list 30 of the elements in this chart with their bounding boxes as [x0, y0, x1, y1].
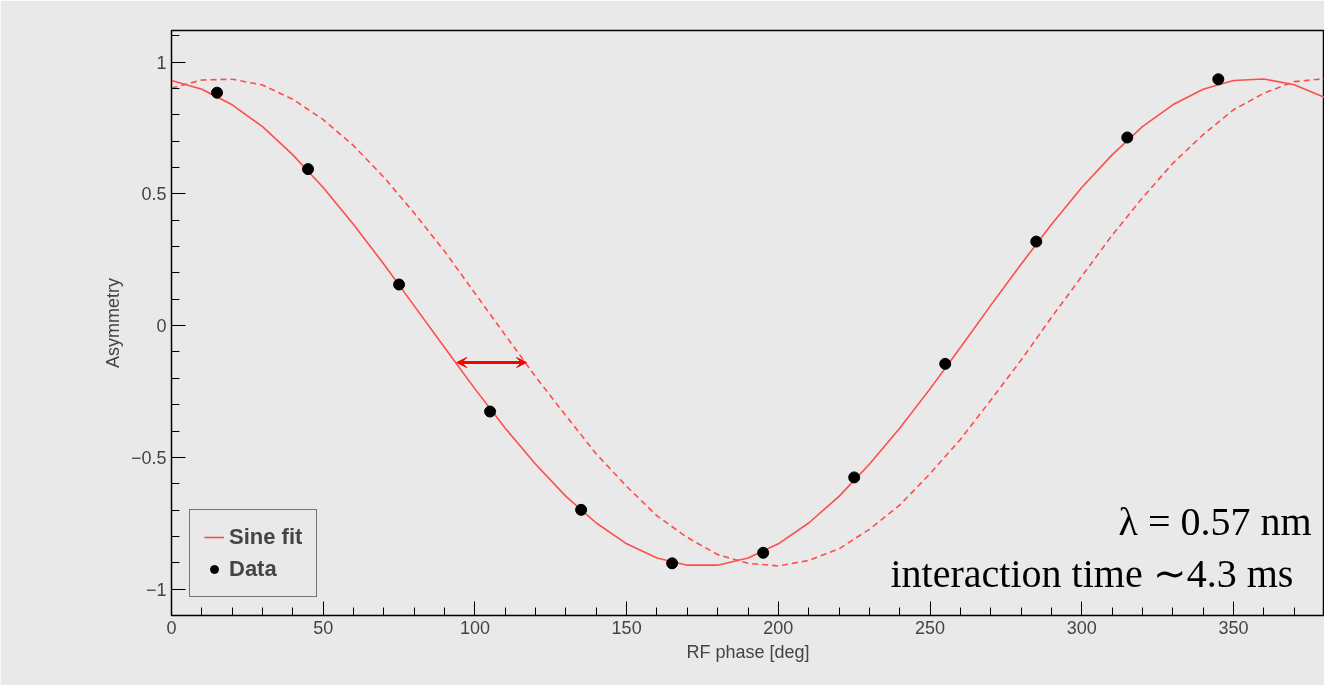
- y-tick-label: −0.5: [130, 447, 167, 468]
- y-axis-title: Asymmetry: [102, 278, 123, 368]
- x-axis-title: RF phase [deg]: [686, 641, 810, 662]
- point: [393, 278, 406, 291]
- x-tick-label: 300: [1066, 617, 1097, 638]
- legend-label: Data: [229, 556, 277, 582]
- point: [1212, 73, 1225, 86]
- point: [1121, 131, 1134, 144]
- point: [939, 357, 952, 370]
- x-tick-label: 50: [313, 617, 334, 638]
- point: [302, 163, 315, 176]
- point: [484, 405, 497, 418]
- y-tick-label: 1: [156, 52, 167, 73]
- x-tick-label: 350: [1218, 617, 1249, 638]
- annotation: λ = 0.57 nm: [1118, 498, 1312, 544]
- x-tick-label: 250: [915, 617, 946, 638]
- point: [211, 86, 224, 99]
- x-tick-label: 150: [611, 617, 642, 638]
- x-tick-label: 100: [459, 617, 490, 638]
- y-tick-label: 0: [156, 316, 167, 337]
- x-tick-label: 200: [763, 617, 794, 638]
- point: [1030, 235, 1043, 248]
- point: [757, 546, 770, 559]
- legend-label: Sine fit: [229, 524, 303, 550]
- annotation: interaction time ∼4.3 ms: [890, 550, 1294, 596]
- point: [848, 471, 861, 484]
- point: [666, 557, 679, 570]
- y-tick-label: −1: [145, 579, 167, 600]
- point: [575, 503, 588, 516]
- y-tick-label: 0.5: [141, 184, 167, 205]
